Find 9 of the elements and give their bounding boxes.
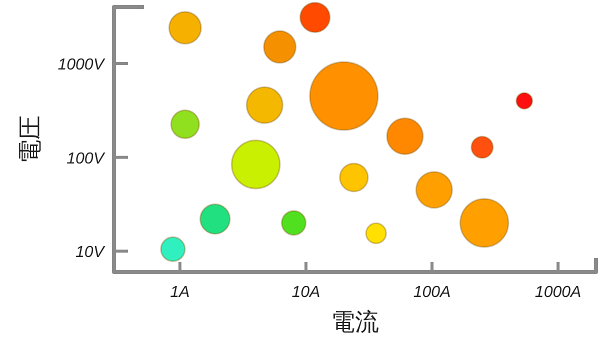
y-axis-title: 電圧 (17, 116, 44, 164)
x-axis-title: 電流 (331, 309, 379, 336)
y-tick-label: 100V (66, 150, 106, 168)
x-tick-label: 10A (292, 284, 320, 301)
y-tick-label: 1000V (58, 56, 106, 74)
x-tick-label: 1A (170, 284, 190, 301)
x-tick-label: 1000A (534, 284, 582, 301)
x-tick-label: 100A (413, 284, 451, 301)
y-tick-label: 10V (76, 244, 106, 262)
